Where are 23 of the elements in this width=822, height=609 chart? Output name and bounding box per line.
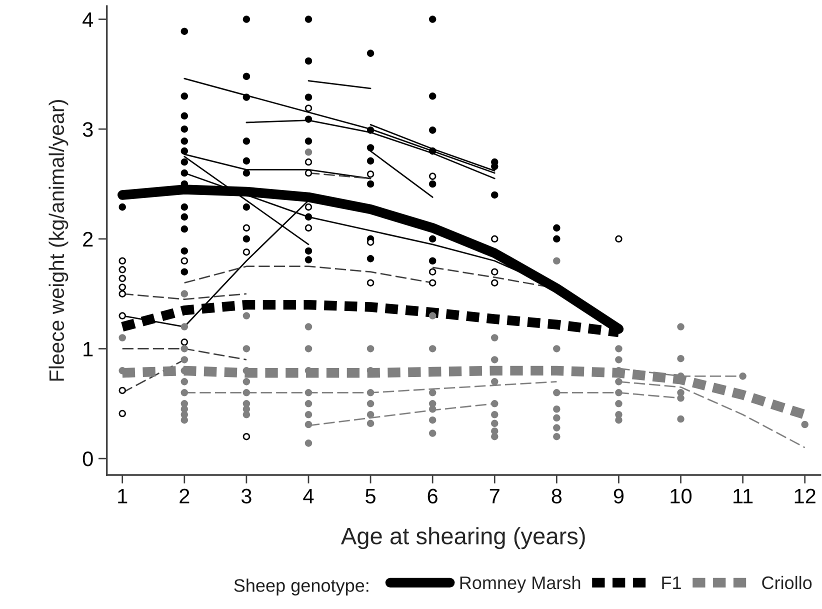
y-axis-title: Fleece weight (kg/animal/year) xyxy=(48,100,68,381)
y-tick-label: 0 xyxy=(82,452,93,466)
legend-label: Romney Marsh xyxy=(460,576,580,593)
x-tick-label: 11 xyxy=(734,488,753,504)
x-tick-label: 7 xyxy=(490,488,500,504)
legend-label: Criollo xyxy=(762,576,812,590)
x-tick-label: 4 xyxy=(303,488,314,504)
x-tick-label: 8 xyxy=(552,488,562,504)
x-tick-label: 2 xyxy=(180,488,190,504)
y-tick-label: 3 xyxy=(82,122,93,137)
x-tick-label: 6 xyxy=(428,488,438,504)
x-tick-label: 9 xyxy=(614,488,624,504)
y-tick-label: 1 xyxy=(84,342,93,356)
x-tick-label: 1 xyxy=(118,488,128,504)
x-tick-label: 5 xyxy=(366,488,376,504)
y-tick-label: 2 xyxy=(83,232,93,246)
x-tick-label: 3 xyxy=(241,488,252,504)
legend-title: Sheep genotype: xyxy=(234,578,368,596)
legend-label: F1 xyxy=(662,576,681,590)
x-tick-label: 12 xyxy=(794,488,816,504)
y-tick-label: 4 xyxy=(82,12,94,27)
x-axis-title: Age at shearing (years) xyxy=(340,527,585,550)
x-tick-label: 10 xyxy=(670,488,692,504)
